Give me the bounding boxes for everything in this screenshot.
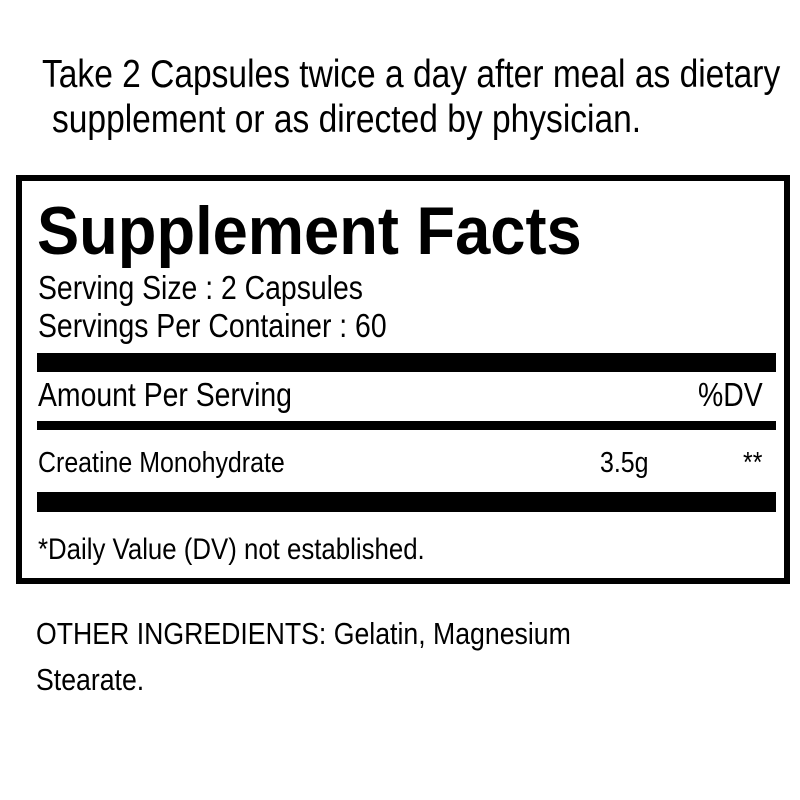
- footnote: *Daily Value (DV) not established.: [38, 533, 425, 566]
- thick-divider: [37, 492, 776, 512]
- directions-line-1: Take 2 Capsules twice a day after meal a…: [42, 53, 781, 96]
- ingredient-name: Creatine Monohydrate: [38, 447, 285, 479]
- serving-size: Serving Size : 2 Capsules: [38, 269, 363, 306]
- servings-per-container: Servings Per Container : 60: [38, 307, 387, 344]
- facts-title: Supplement Facts: [37, 193, 582, 269]
- amount-per-serving-header: Amount Per Serving: [38, 376, 292, 413]
- directions-line-2: supplement or as directed by physician.: [52, 98, 642, 141]
- other-ingredients-line-1: OTHER INGREDIENTS: Gelatin, Magnesium: [36, 616, 571, 651]
- thin-divider: [37, 421, 776, 430]
- other-ingredients-line-2: Stearate.: [36, 662, 145, 697]
- ingredient-amount: 3.5g: [600, 447, 649, 479]
- ingredient-dv: **: [743, 447, 763, 479]
- dv-header: %DV: [698, 376, 763, 413]
- thick-divider: [37, 353, 776, 372]
- supplement-facts-panel: [16, 175, 790, 584]
